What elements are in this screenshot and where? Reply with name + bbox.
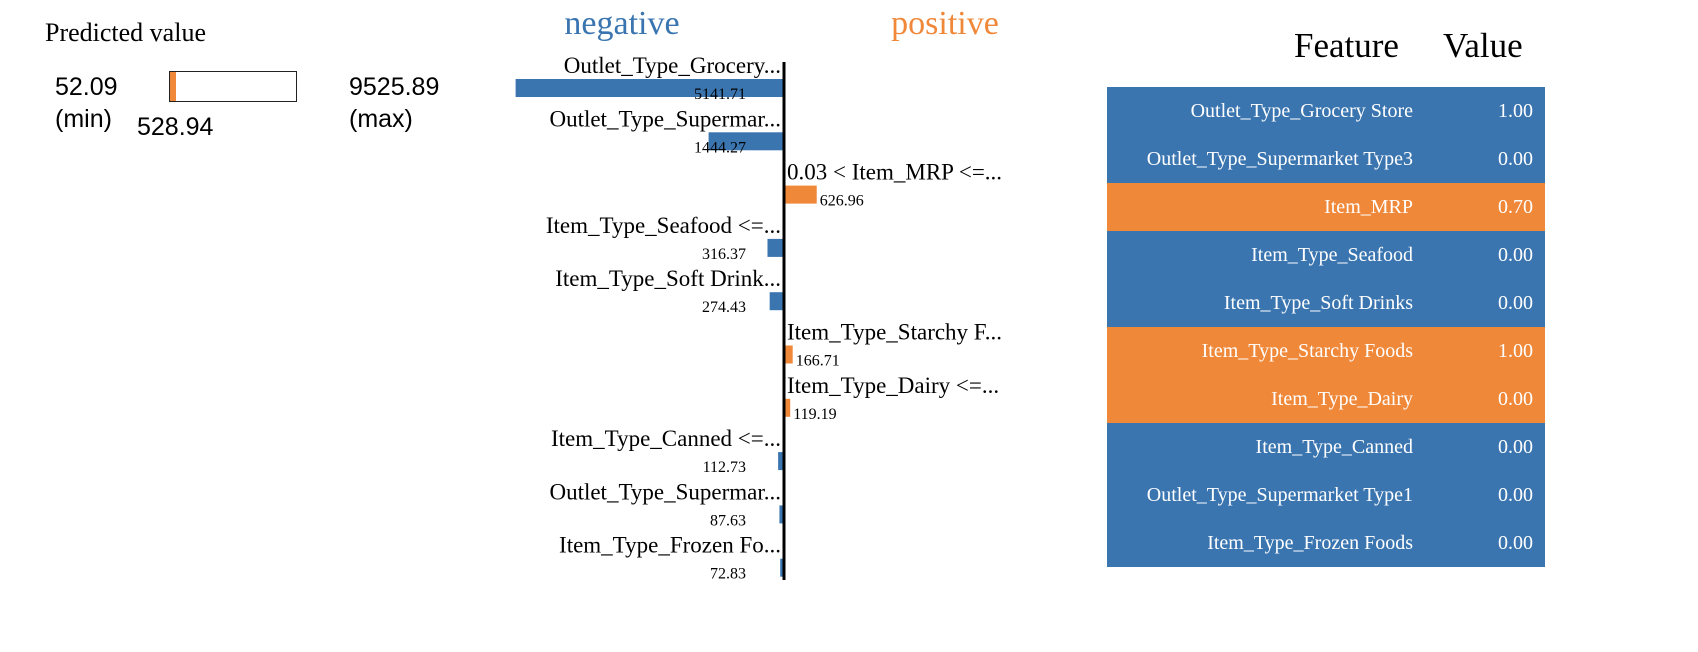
table-row: Outlet_Type_Supermarket Type3 0.00: [1107, 135, 1545, 183]
table-cell-feature: Outlet_Type_Supermarket Type1: [1146, 483, 1413, 506]
contribution-bar: [779, 505, 784, 524]
table-cell-value: 0.00: [1498, 243, 1533, 266]
table-row: Item_Type_Soft Drinks 0.00: [1107, 279, 1545, 327]
feature-label: Item_Type_Starchy F...: [787, 320, 1002, 345]
table-cell-feature: Item_Type_Soft Drinks: [1223, 291, 1413, 314]
table-row: Item_Type_Canned 0.00: [1107, 423, 1545, 471]
predicted-value-fill: [170, 72, 177, 101]
feature-label: Item_Type_Frozen Fo...: [559, 533, 781, 558]
table-cell-value: 0.00: [1498, 435, 1533, 458]
table-cell-feature: Item_Type_Dairy: [1271, 387, 1413, 410]
table-cell-value: 0.00: [1498, 531, 1533, 554]
table-row: Outlet_Type_Supermarket Type1 0.00: [1107, 471, 1545, 519]
value-label: 119.19: [793, 406, 836, 423]
value-label: 87.63: [710, 512, 746, 529]
table-cell-value: 0.00: [1498, 147, 1533, 170]
feature-label: Item_Type_Seafood <=...: [546, 213, 781, 238]
table-header-feature: Feature: [1294, 26, 1399, 65]
table-cell-value: 1.00: [1498, 99, 1533, 122]
value-label: 626.96: [820, 193, 864, 210]
predicted-min-label: (min): [55, 105, 112, 133]
contribution-bar: [780, 558, 784, 577]
table-cell-feature: Item_Type_Seafood: [1251, 243, 1413, 266]
feature-label: Outlet_Type_Grocery...: [564, 53, 781, 78]
table-cell-value: 0.70: [1498, 195, 1533, 218]
contribution-bar: [708, 132, 784, 151]
table-row: Item_MRP 0.70: [1107, 183, 1545, 231]
feature-label: 0.03 < Item_MRP <=...: [787, 160, 1002, 185]
table-cell-feature: Item_Type_Canned: [1255, 435, 1413, 458]
predicted-min-value: 52.09: [55, 73, 118, 101]
feature-label: Outlet_Type_Supermar...: [549, 106, 781, 131]
table-cell-feature: Outlet_Type_Grocery Store: [1190, 99, 1413, 122]
feature-label: Item_Type_Soft Drink...: [555, 266, 781, 291]
predicted-value-bar: [169, 71, 297, 102]
contribution-bar: [767, 238, 784, 257]
table-cell-feature: Item_MRP: [1324, 195, 1413, 218]
value-label: 72.83: [710, 566, 746, 583]
predicted-value: 528.94: [137, 113, 214, 141]
contribution-bar: [778, 452, 784, 471]
contribution-chart: negative positive Outlet_Type_Grocery... 51…: [515, 5, 1002, 583]
predicted-max-value: 9525.89: [349, 73, 440, 101]
table-row: Item_Type_Dairy 0.00: [1107, 375, 1545, 423]
value-label: 5141.71: [694, 86, 746, 103]
table-cell-feature: Item_Type_Frozen Foods: [1207, 531, 1413, 554]
value-label: 112.73: [703, 459, 746, 476]
table-cell-feature: Item_Type_Starchy Foods: [1201, 339, 1413, 362]
table-row: Item_Type_Frozen Foods 0.00: [1107, 519, 1545, 567]
table-cell-value: 1.00: [1498, 339, 1533, 362]
table-cell-value: 0.00: [1498, 483, 1533, 506]
contribution-bar: [784, 345, 793, 364]
table-cell-feature: Outlet_Type_Supermarket Type3: [1146, 147, 1413, 170]
value-label: 166.71: [796, 353, 840, 370]
contribution-bar: [769, 292, 784, 311]
table-row: Outlet_Type_Grocery Store 1.00: [1107, 87, 1545, 135]
feature-label: Item_Type_Canned <=...: [551, 426, 781, 451]
contribution-bar: [784, 398, 791, 417]
table-cell-value: 0.00: [1498, 387, 1533, 410]
negative-header: negative: [564, 5, 679, 42]
table-header-value: Value: [1443, 26, 1523, 65]
contribution-bar: [784, 185, 817, 204]
value-label: 1444.27: [694, 139, 746, 156]
positive-header: positive: [891, 5, 999, 42]
predicted-max-label: (max): [349, 105, 413, 133]
table-row: Item_Type_Seafood 0.00: [1107, 231, 1545, 279]
predicted-value-title: Predicted value: [45, 18, 206, 47]
table-row: Item_Type_Starchy Foods 1.00: [1107, 327, 1545, 375]
feature-value-table: Outlet_Type_Grocery Store 1.00 Outlet_Type…: [1107, 87, 1545, 567]
value-label: 316.37: [702, 246, 746, 263]
contribution-bar: [515, 79, 784, 97]
feature-label: Outlet_Type_Supermar...: [549, 479, 781, 504]
table-cell-value: 0.00: [1498, 291, 1533, 314]
feature-label: Item_Type_Dairy <=...: [787, 373, 999, 398]
value-label: 274.43: [702, 299, 746, 316]
